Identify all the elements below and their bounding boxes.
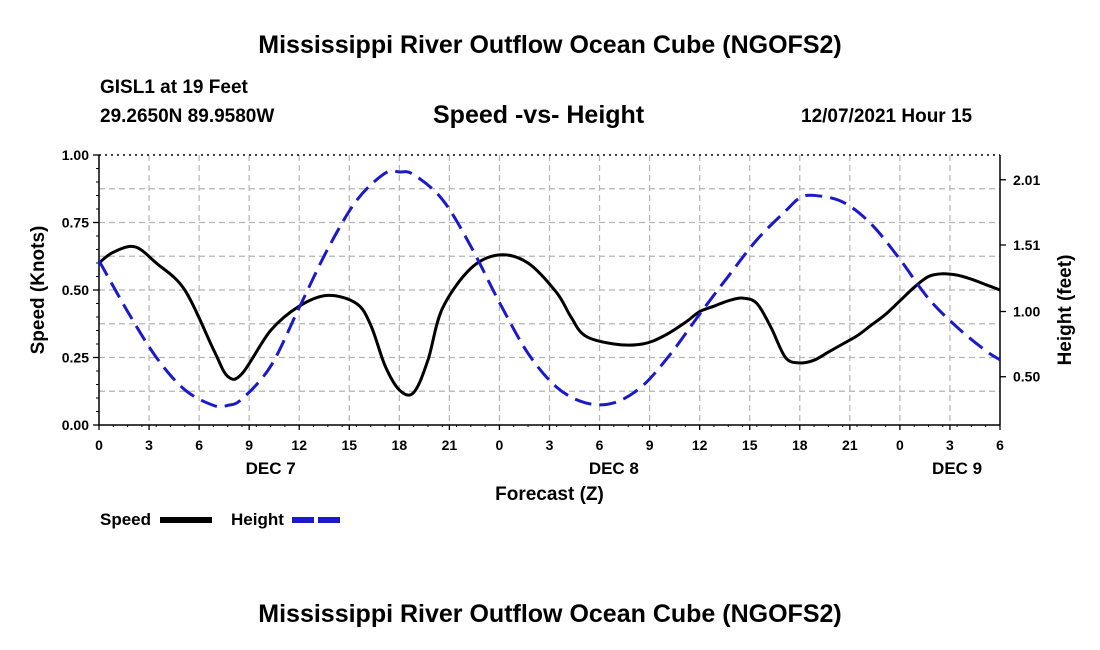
station-label: GISL1 at 19 Feet [100,77,248,98]
forecast-datetime: 12/07/2021 Hour 15 [801,106,973,127]
height-series-line [97,169,1001,409]
x-tick-label: 6 [996,437,1004,453]
y-left-tick-label: 1.00 [62,147,89,163]
legend-height-label: Height [231,510,284,529]
x-tick-label: 9 [245,437,253,453]
y-right-tick-label: 2.01 [1013,172,1040,188]
x-tick-label: 15 [341,437,357,453]
y-right-tick-label: 1.51 [1013,237,1040,253]
x-tick-label: 21 [842,437,858,453]
date-label: DEC 8 [589,459,639,478]
x-tick-label: 9 [646,437,654,453]
x-tick-label: 3 [546,437,554,453]
y-left-axis-title: Speed (Knots) [28,226,49,355]
x-tick-label: 18 [792,437,808,453]
x-tick-label: 12 [692,437,708,453]
x-tick-label: 3 [946,437,954,453]
y-right-tick-label: 1.00 [1013,304,1040,320]
x-axis-title: Forecast (Z) [495,484,604,505]
x-tick-label: 0 [896,437,904,453]
x-tick-label: 6 [195,437,203,453]
x-tick-label: 12 [291,437,307,453]
x-tick-label: 0 [496,437,504,453]
y-right-tick-label: 0.50 [1013,369,1040,385]
date-label: DEC 7 [246,459,296,478]
date-label: DEC 9 [932,459,982,478]
x-tick-label: 0 [95,437,103,453]
speed-series-line [98,244,1001,397]
x-tick-label: 21 [442,437,458,453]
y-left-tick-label: 0.25 [62,350,89,366]
y-left-tick-label: 0.00 [62,417,89,433]
x-tick-label: 3 [145,437,153,453]
x-tick-label: 6 [596,437,604,453]
chart-subtitle: Speed -vs- Height [433,101,645,129]
x-tick-label: 18 [392,437,408,453]
y-right-axis-title: Height (feet) [1055,255,1076,366]
y-left-tick-label: 0.75 [62,215,89,231]
y-left-tick-label: 0.50 [62,282,89,298]
x-tick-label: 15 [742,437,758,453]
station-coordinates: 29.2650N 89.9580W [100,106,275,127]
footer-title: Mississippi River Outflow Ocean Cube (NG… [258,600,842,628]
legend-speed-label: Speed [100,510,152,529]
page-title: Mississippi River Outflow Ocean Cube (NG… [258,31,842,59]
